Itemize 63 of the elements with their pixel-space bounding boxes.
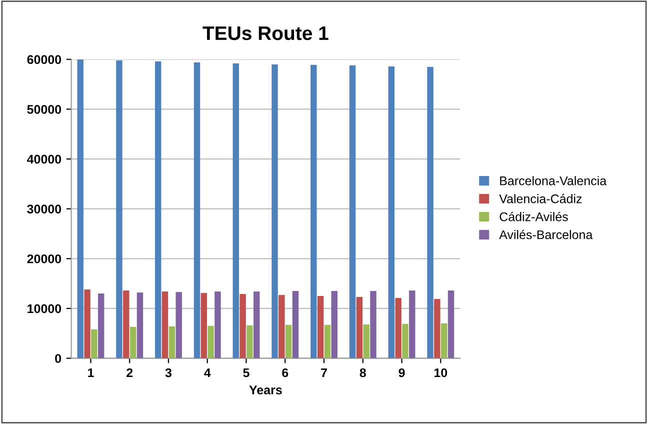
bar (254, 292, 260, 358)
bar (168, 326, 176, 358)
bar (98, 294, 104, 358)
x-tick-label: 1 (88, 368, 94, 378)
x-tick-label: 6 (282, 368, 288, 378)
bar (370, 291, 376, 358)
bar (208, 326, 214, 358)
bar (194, 62, 200, 358)
y-tick-label: 0 (55, 354, 62, 363)
bar (440, 323, 448, 358)
y-tick-label: 10000 (28, 304, 62, 314)
bar (292, 291, 299, 358)
bar (232, 63, 239, 358)
y-tick-label: 30000 (27, 204, 62, 214)
bar (324, 324, 331, 358)
bar (349, 65, 356, 358)
bar (130, 326, 136, 358)
y-tick-label: 40000 (26, 154, 62, 164)
bar (448, 290, 454, 358)
legend-label: Valencia-Cádiz (499, 194, 582, 204)
x-tick-label: 9 (398, 368, 405, 378)
bar (434, 298, 440, 358)
bar (363, 324, 370, 358)
x-tick-label: 10 (434, 368, 448, 378)
bar (91, 329, 98, 358)
bar (116, 60, 122, 358)
bar (285, 324, 292, 358)
bar (310, 64, 317, 358)
bar (155, 61, 162, 358)
bar (136, 292, 144, 358)
x-tick-label: 8 (360, 368, 366, 378)
x-axis-title: Years (249, 386, 282, 394)
bar (162, 292, 168, 358)
bar (409, 290, 416, 358)
bar (356, 297, 363, 358)
y-tick-label: 20000 (27, 254, 62, 264)
y-tick-label: 60000 (27, 55, 62, 64)
bar (84, 290, 90, 358)
y-tick-label: 50000 (27, 104, 62, 114)
bar (123, 290, 130, 358)
bar (402, 324, 408, 358)
bar (427, 66, 434, 358)
chart-title: TEUs Route 1 (202, 26, 328, 40)
x-tick-label: 5 (243, 368, 250, 378)
bar (246, 325, 253, 358)
bar (214, 292, 221, 358)
bar (278, 295, 285, 358)
bar (176, 292, 182, 358)
x-tick-label: 2 (126, 368, 133, 378)
x-tick-label: 4 (204, 368, 211, 378)
bar (240, 294, 246, 358)
x-tick-label: 3 (165, 368, 172, 378)
x-tick-label: 7 (321, 368, 327, 378)
bar (77, 59, 84, 358)
bar (200, 293, 208, 358)
legend-label: Avilés-Barcelona (499, 230, 593, 240)
bar (272, 64, 278, 358)
bar (395, 298, 402, 358)
bar (331, 291, 338, 358)
bar (388, 66, 394, 358)
bar (317, 296, 324, 358)
legend-label: Barcelona-Valencia (500, 176, 607, 186)
legend-label: Cádiz-Avilés (500, 212, 568, 222)
